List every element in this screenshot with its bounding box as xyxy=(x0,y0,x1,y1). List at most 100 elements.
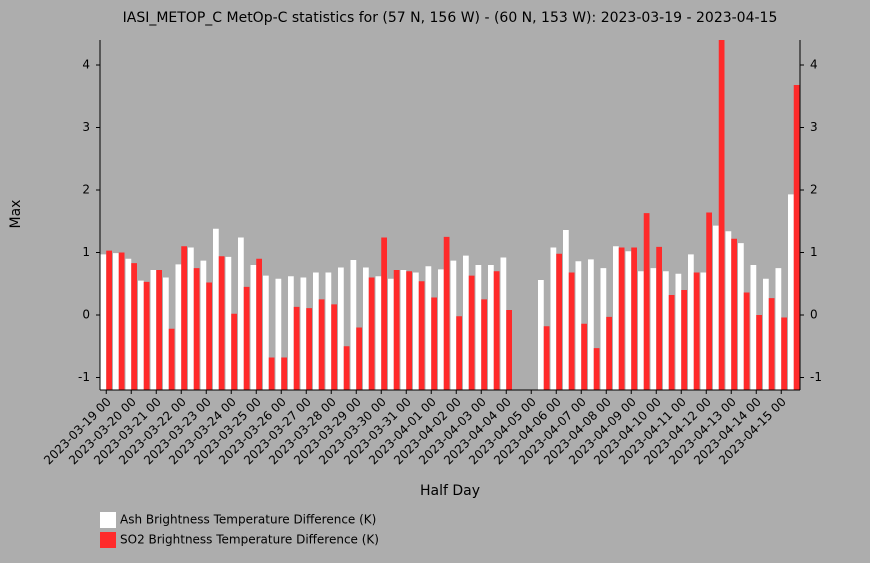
bar xyxy=(325,272,332,390)
bar xyxy=(600,268,607,390)
bar xyxy=(163,277,169,390)
bar xyxy=(593,348,600,390)
bar xyxy=(506,310,512,390)
bar xyxy=(268,357,275,390)
y-tick-label: 1 xyxy=(82,245,90,259)
bar xyxy=(643,213,650,390)
bar xyxy=(138,280,144,390)
bar xyxy=(356,327,362,390)
bar xyxy=(213,228,219,390)
bar xyxy=(131,263,137,390)
y2-tick-label: 0 xyxy=(810,308,818,322)
bar xyxy=(625,251,632,390)
bar xyxy=(431,297,437,390)
bar xyxy=(618,247,625,390)
y-tick-label: 3 xyxy=(82,120,90,134)
bar xyxy=(300,277,307,390)
bar xyxy=(763,278,769,390)
bar xyxy=(538,280,544,390)
bar xyxy=(718,40,725,390)
y-tick-label: 4 xyxy=(82,58,90,72)
bar xyxy=(456,316,462,390)
bar xyxy=(638,271,644,390)
bar xyxy=(100,254,107,390)
y2-tick-label: 1 xyxy=(810,245,818,259)
legend-label: SO2 Brightness Temperature Difference (K… xyxy=(120,533,379,547)
bar xyxy=(738,243,744,390)
bar xyxy=(275,278,282,390)
bar xyxy=(793,85,800,390)
bar xyxy=(700,272,707,390)
bar xyxy=(388,278,394,390)
y-tick-label: 0 xyxy=(82,308,90,322)
bar xyxy=(368,277,375,390)
bar xyxy=(568,272,575,390)
bar xyxy=(668,295,675,390)
bar xyxy=(693,272,700,390)
bar xyxy=(688,254,694,390)
bar xyxy=(575,261,582,390)
bar xyxy=(200,260,207,390)
bar xyxy=(418,281,425,390)
bar xyxy=(675,273,682,390)
y2-tick-label: 2 xyxy=(810,183,818,197)
bar xyxy=(243,286,250,390)
bar xyxy=(768,298,775,390)
bar xyxy=(493,271,500,390)
bar xyxy=(350,260,357,390)
bar xyxy=(725,231,732,390)
bar xyxy=(256,258,262,390)
bar xyxy=(188,247,194,390)
bars xyxy=(100,40,800,390)
bar xyxy=(343,346,350,390)
bar xyxy=(393,270,400,390)
bar xyxy=(781,317,787,390)
bar xyxy=(150,270,157,390)
bar xyxy=(681,290,687,390)
bar xyxy=(318,299,325,390)
bar xyxy=(463,255,469,390)
bar xyxy=(238,237,244,390)
bar xyxy=(663,271,669,390)
bar xyxy=(106,250,112,390)
bar xyxy=(406,271,412,390)
bar xyxy=(281,357,287,390)
bar xyxy=(500,257,507,390)
bar xyxy=(400,270,407,390)
chart-title: IASI_METOP_C MetOp-C statistics for (57 … xyxy=(123,10,778,26)
bar xyxy=(143,281,150,390)
bar xyxy=(438,269,444,390)
bar xyxy=(750,265,757,390)
bar xyxy=(218,256,225,390)
bar xyxy=(481,299,487,390)
bar xyxy=(706,212,712,390)
bar xyxy=(175,264,182,390)
bar xyxy=(756,315,762,390)
legend-swatch xyxy=(100,532,116,548)
bar xyxy=(363,267,369,390)
bar xyxy=(313,272,319,390)
bar xyxy=(488,265,494,390)
bar xyxy=(775,268,782,390)
y-tick-label: -1 xyxy=(78,370,90,384)
bar xyxy=(125,258,132,390)
legend-label: Ash Brightness Temperature Difference (K… xyxy=(120,513,376,527)
legend-swatch xyxy=(100,512,116,528)
bar xyxy=(156,270,162,390)
bar xyxy=(118,252,125,390)
y2-tick-label: 3 xyxy=(810,120,818,134)
bar xyxy=(206,282,212,390)
bar xyxy=(468,275,475,390)
bar xyxy=(563,230,569,390)
bar xyxy=(425,266,432,390)
bar xyxy=(306,308,312,390)
bar xyxy=(581,323,587,390)
bar xyxy=(656,246,662,390)
bar xyxy=(588,259,594,390)
bar xyxy=(543,326,550,390)
bar xyxy=(293,306,300,390)
bar xyxy=(231,313,237,390)
bar xyxy=(168,328,175,390)
bar xyxy=(181,246,187,390)
